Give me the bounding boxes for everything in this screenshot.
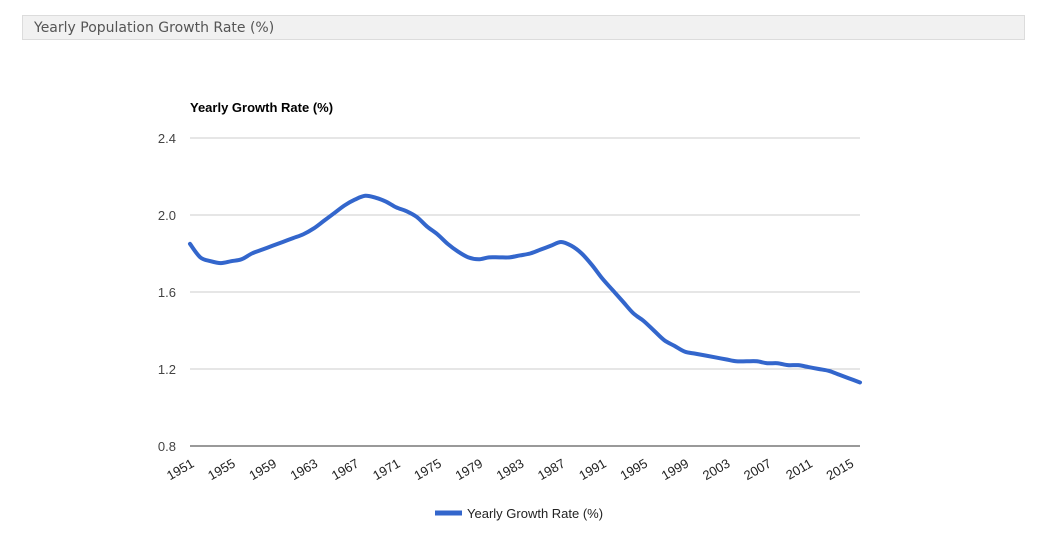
x-axis-ticks: 1951 1955 1959 1963 1967 1971 1975 1979 1983 1987… [164,456,856,483]
x-tick-label: 1975 [411,456,444,483]
x-tick-label: 1971 [370,456,403,483]
y-tick-label: 0.8 [158,439,176,454]
x-tick-label: 1959 [246,456,279,483]
x-tick-label: 1983 [494,456,527,483]
x-tick-label: 2007 [741,456,774,483]
legend[interactable]: Yearly Growth Rate (%) [435,506,603,521]
grid-lines [190,137,860,447]
panel-title: Yearly Population Growth Rate (%) [34,20,275,36]
x-tick-label: 2003 [700,456,733,483]
x-tick-label: 2011 [783,456,815,483]
x-tick-label: 1963 [288,456,321,483]
x-tick-label: 1979 [453,456,486,483]
y-tick-label: 1.6 [158,285,176,300]
x-tick-label: 1955 [205,456,238,483]
y-axis-label: Yearly Growth Rate (%) [190,100,333,115]
x-tick-label: 1995 [617,456,650,483]
x-tick-label: 1987 [535,456,568,483]
x-tick-label: 1951 [164,456,197,483]
y-tick-label: 1.2 [158,362,176,377]
y-tick-label: 2.4 [158,131,176,146]
y-axis-ticks: 0.8 1.2 1.6 2.0 2.4 [158,131,176,454]
x-tick-label: 2015 [824,456,857,483]
y-tick-label: 2.0 [158,208,176,223]
x-tick-label: 1967 [329,456,362,483]
series-line[interactable] [188,193,862,385]
series-group [188,193,862,385]
legend-label: Yearly Growth Rate (%) [467,506,603,521]
x-tick-label: 1999 [659,456,692,483]
panel-header: Yearly Population Growth Rate (%) [22,15,1025,40]
x-tick-label: 1991 [576,456,609,483]
